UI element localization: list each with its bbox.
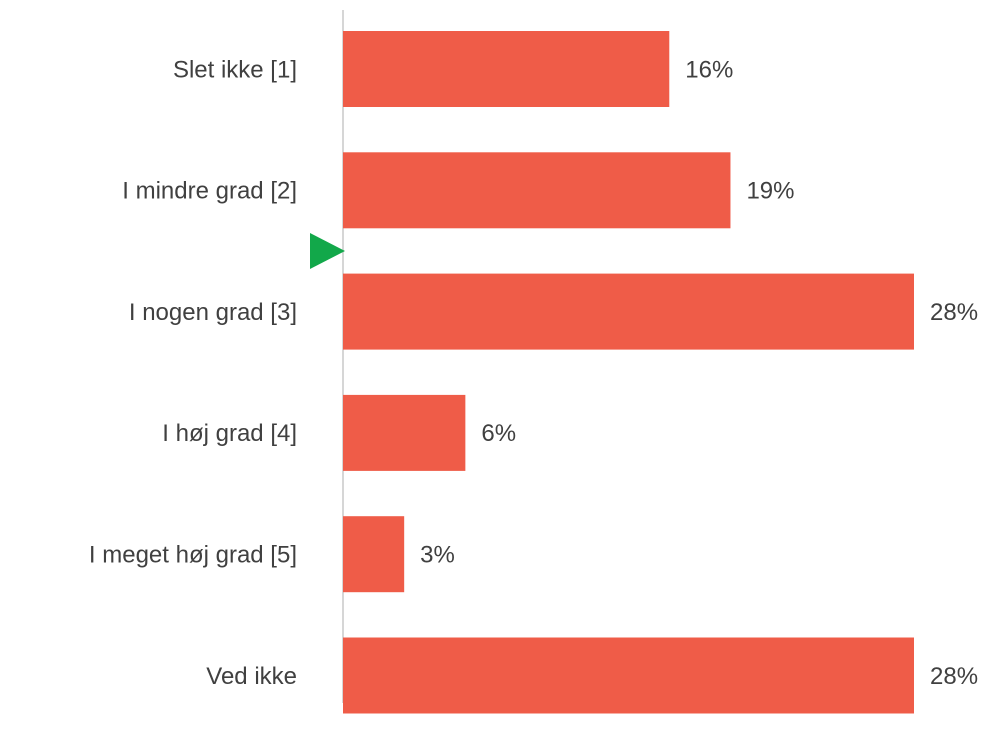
category-label: Ved ikke <box>206 663 297 690</box>
bar <box>343 394 466 471</box>
bar <box>343 152 731 229</box>
value-label: 3% <box>420 542 455 569</box>
bar <box>343 273 914 350</box>
category-label: Slet ikke [1] <box>173 56 297 83</box>
value-label: 28% <box>930 299 978 326</box>
category-label: I høj grad [4] <box>162 420 297 447</box>
category-label: I mindre grad [2] <box>122 178 297 205</box>
value-label: 19% <box>746 178 794 205</box>
bar <box>343 516 405 593</box>
marker <box>310 233 345 269</box>
bar <box>343 637 914 714</box>
value-label: 6% <box>481 420 516 447</box>
bar <box>343 31 670 107</box>
value-label: 16% <box>685 56 733 83</box>
category-label: I nogen grad [3] <box>129 299 297 326</box>
category-label: I meget høj grad [5] <box>89 542 297 569</box>
value-label: 28% <box>930 663 978 690</box>
